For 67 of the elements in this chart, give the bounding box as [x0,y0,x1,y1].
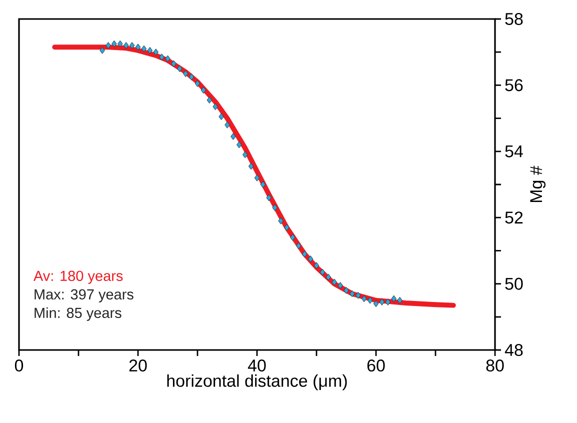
point [254,174,260,182]
x-tick-label: 40 [248,360,266,372]
point [367,296,373,304]
point [129,42,135,49]
point [320,268,326,276]
point [165,55,170,62]
point [171,60,176,68]
point [242,151,248,158]
point [206,96,212,104]
point [141,45,147,52]
point [159,54,164,61]
point [106,42,111,49]
point [373,300,379,308]
point [308,256,314,262]
point [177,65,182,72]
x-tick-label: 80 [486,360,504,372]
point [302,250,308,258]
x-tick-label: 0 [14,360,24,372]
annotation: Max: 397 years [34,289,134,302]
point [356,292,361,299]
point [385,298,391,306]
point [338,282,343,289]
point [112,40,117,48]
point [248,162,254,170]
point [147,46,153,54]
point [218,113,224,120]
x-tick-label: 20 [129,360,147,372]
point [236,141,242,148]
point [379,298,385,306]
y-tick-label: 52 [505,212,523,224]
point [100,46,105,54]
point [224,121,230,128]
point [350,290,355,298]
point [194,80,200,87]
point [326,274,332,281]
point [314,262,320,270]
point [260,181,266,188]
point [344,286,349,294]
x-tick-label: 60 [367,360,385,372]
point [123,42,129,49]
y-axis-title: Mg # [530,166,546,202]
point [188,73,194,80]
point [153,48,158,56]
y-tick-label: 54 [505,145,523,158]
point [266,194,272,202]
text: Av: 180 years [34,270,123,284]
y-tick-label: 50 [505,278,523,290]
point [135,44,141,51]
point [397,296,402,304]
point [272,204,278,212]
point [278,217,284,224]
point [332,278,338,286]
point [296,242,302,250]
point [391,295,397,302]
point [182,70,188,78]
y-tick-label: 58 [505,12,523,26]
point [230,133,236,140]
y-tick-label: 56 [505,79,523,92]
x-axis-title: horizontal distance (μm) [167,374,347,390]
point [284,224,290,231]
point [361,295,367,302]
annotation: Min: 85 years [34,307,122,321]
point [212,103,218,110]
point [118,40,123,48]
y-tick-label: 48 [504,344,523,356]
point [200,86,206,94]
point [290,234,296,241]
